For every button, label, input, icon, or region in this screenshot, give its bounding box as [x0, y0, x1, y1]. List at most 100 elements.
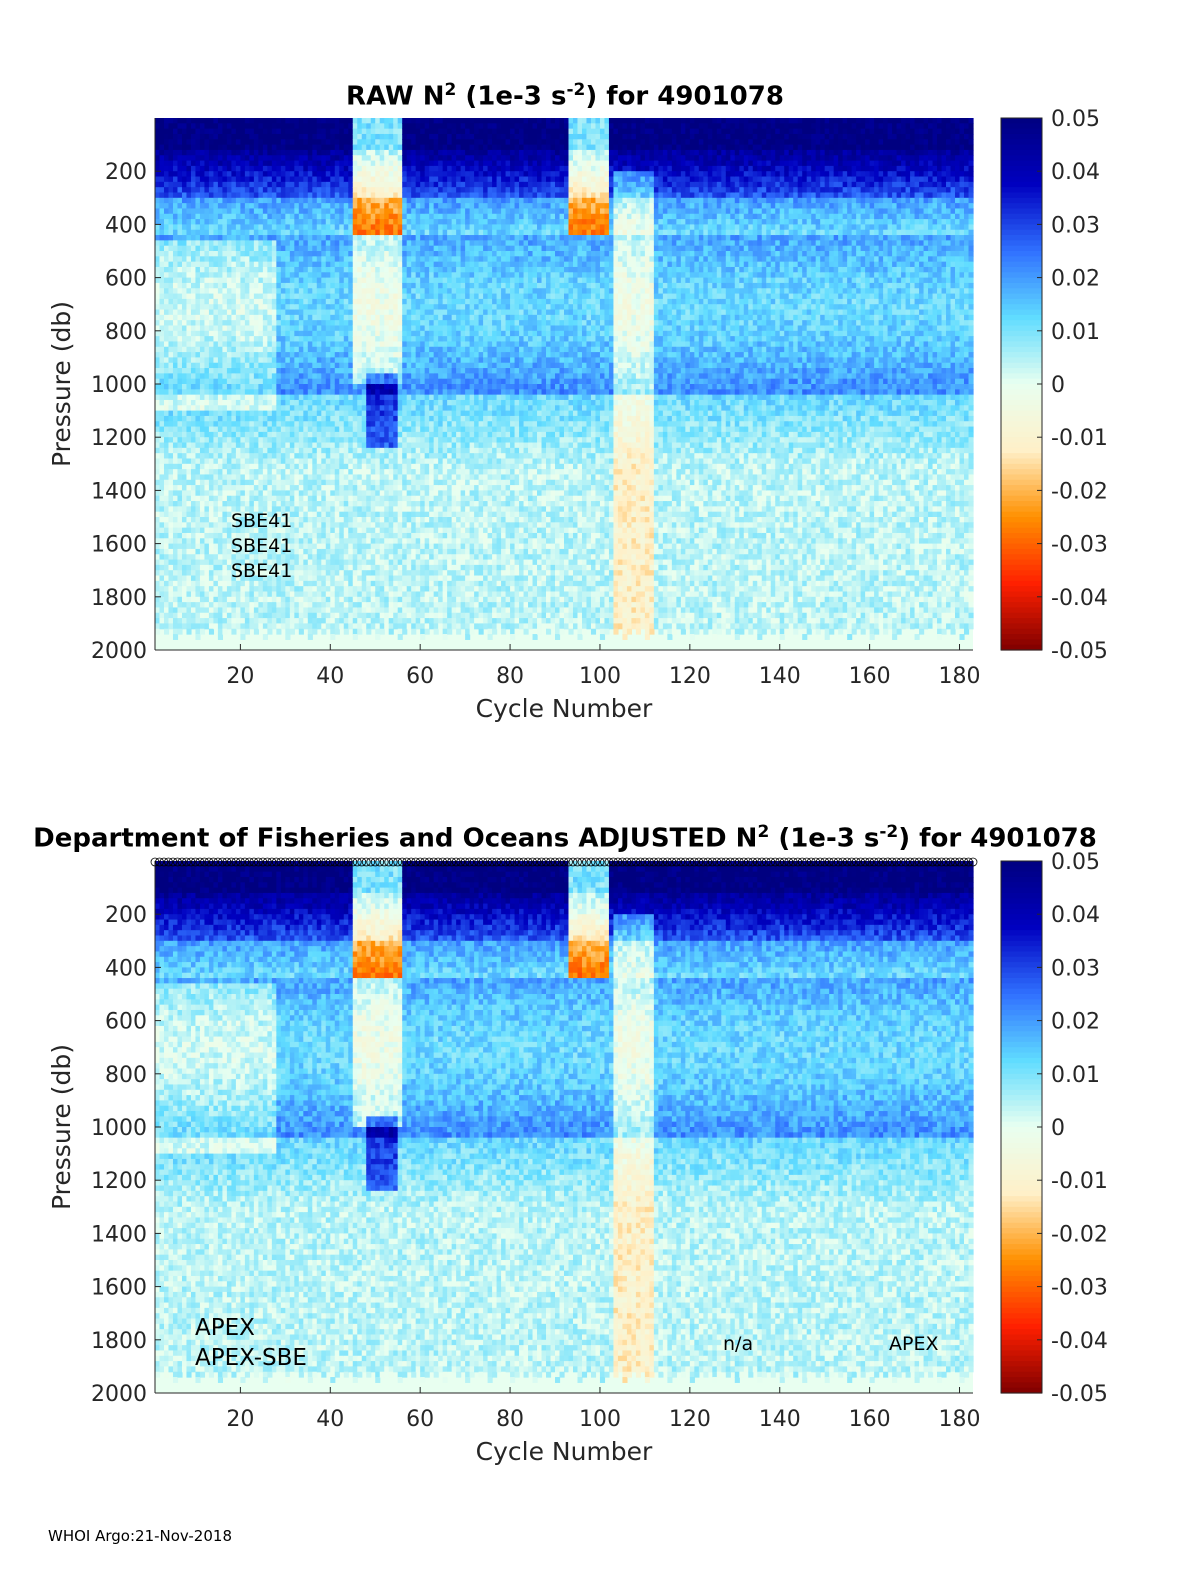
- heatmap-cell: [195, 543, 201, 550]
- heatmap-cell: [159, 458, 165, 465]
- heatmap-cell: [289, 543, 295, 550]
- heatmap-cell: [348, 314, 354, 321]
- heatmap-cell: [330, 501, 336, 507]
- heatmap-cell: [258, 548, 264, 555]
- heatmap-cell: [267, 293, 273, 300]
- heatmap-cell: [312, 596, 318, 603]
- heatmap-cell: [357, 219, 363, 225]
- heatmap-cell: [325, 501, 331, 507]
- heatmap-cell: [199, 208, 206, 215]
- heatmap-cell: [361, 149, 367, 156]
- heatmap-cell: [222, 506, 228, 513]
- heatmap-cell: [253, 479, 259, 486]
- heatmap-cell: [339, 346, 345, 353]
- heatmap-cell: [370, 447, 376, 454]
- heatmap-cell: [235, 219, 241, 225]
- heatmap-cell: [190, 602, 197, 609]
- heatmap-cell: [222, 224, 228, 231]
- heatmap-cell: [159, 479, 165, 486]
- heatmap-cell: [334, 501, 340, 507]
- heatmap-cell: [217, 538, 224, 545]
- heatmap-cell: [258, 336, 264, 343]
- heatmap-cell: [375, 602, 381, 609]
- heatmap-cell: [172, 213, 179, 220]
- heatmap-cell: [343, 415, 349, 422]
- heatmap-cell: [366, 165, 372, 172]
- heatmap-cell: [177, 282, 183, 289]
- heatmap-cell: [222, 171, 228, 178]
- heatmap-cell: [357, 213, 363, 220]
- heatmap-cell: [208, 314, 215, 321]
- heatmap-cell: [262, 580, 268, 587]
- heatmap-cell: [195, 575, 201, 582]
- heatmap-cell: [217, 256, 224, 263]
- heatmap-cell: [190, 123, 197, 130]
- heatmap-cell: [334, 463, 340, 470]
- heatmap-cell: [155, 501, 161, 507]
- heatmap-cell: [172, 139, 179, 146]
- heatmap-cell: [208, 325, 215, 332]
- heatmap-cell: [285, 559, 291, 566]
- heatmap-cell: [204, 554, 210, 561]
- heatmap-cell: [343, 256, 349, 263]
- heatmap-cell: [159, 575, 165, 582]
- heatmap-cell: [330, 628, 336, 635]
- heatmap-cell: [316, 437, 322, 444]
- heatmap-cell: [168, 495, 174, 502]
- heatmap-cell: [217, 304, 224, 311]
- heatmap-cell: [379, 176, 385, 183]
- heatmap-cell: [253, 149, 259, 156]
- heatmap-cell: [231, 368, 237, 374]
- heatmap-cell: [280, 368, 286, 374]
- heatmap-cell: [370, 149, 376, 156]
- heatmap-cell: [343, 378, 349, 385]
- heatmap-cell: [303, 251, 309, 257]
- heatmap-cell: [285, 634, 291, 640]
- heatmap-cell: [213, 368, 219, 374]
- heatmap-cell: [213, 575, 219, 582]
- heatmap-cell: [267, 474, 273, 481]
- heatmap-cell: [334, 389, 340, 396]
- heatmap-cell: [384, 128, 390, 135]
- heatmap-cell: [163, 187, 170, 194]
- heatmap-cell: [235, 384, 241, 390]
- heatmap-cell: [163, 341, 170, 348]
- heatmap-cell: [253, 596, 259, 603]
- heatmap-cell: [316, 495, 322, 502]
- heatmap-cell: [253, 357, 259, 364]
- heatmap-cell: [379, 426, 385, 433]
- heatmap-cell: [163, 261, 170, 268]
- heatmap-cell: [186, 575, 192, 582]
- heatmap-cell: [249, 394, 255, 401]
- heatmap-cell: [163, 532, 170, 539]
- heatmap-cell: [186, 229, 192, 236]
- heatmap-cell: [343, 149, 349, 156]
- heatmap-cell: [181, 394, 188, 401]
- heatmap-cell: [271, 373, 277, 380]
- heatmap-cell: [231, 538, 237, 545]
- heatmap-cell: [199, 453, 206, 460]
- heatmap-cell: [208, 320, 215, 327]
- heatmap-cell: [208, 181, 215, 188]
- heatmap-cell: [217, 394, 224, 401]
- heatmap-cell: [334, 495, 340, 502]
- heatmap-cell: [155, 490, 161, 497]
- heatmap-cell: [276, 181, 282, 188]
- heatmap-cell: [258, 149, 264, 156]
- heatmap-cell: [334, 506, 340, 513]
- heatmap-cell: [298, 543, 304, 550]
- heatmap-cell: [249, 197, 255, 204]
- heatmap-cell: [235, 586, 241, 593]
- heatmap-cell: [235, 527, 241, 534]
- heatmap-cell: [298, 139, 304, 146]
- heatmap-cell: [186, 251, 192, 257]
- heatmap-cell: [289, 426, 295, 433]
- heatmap-cell: [285, 341, 291, 348]
- heatmap-cell: [208, 133, 215, 140]
- heatmap-cell: [312, 235, 318, 241]
- heatmap-cell: [258, 506, 264, 513]
- heatmap-cell: [357, 543, 363, 550]
- heatmap-cell: [339, 261, 345, 268]
- heatmap-cell: [244, 479, 250, 486]
- heatmap-cell: [222, 160, 228, 167]
